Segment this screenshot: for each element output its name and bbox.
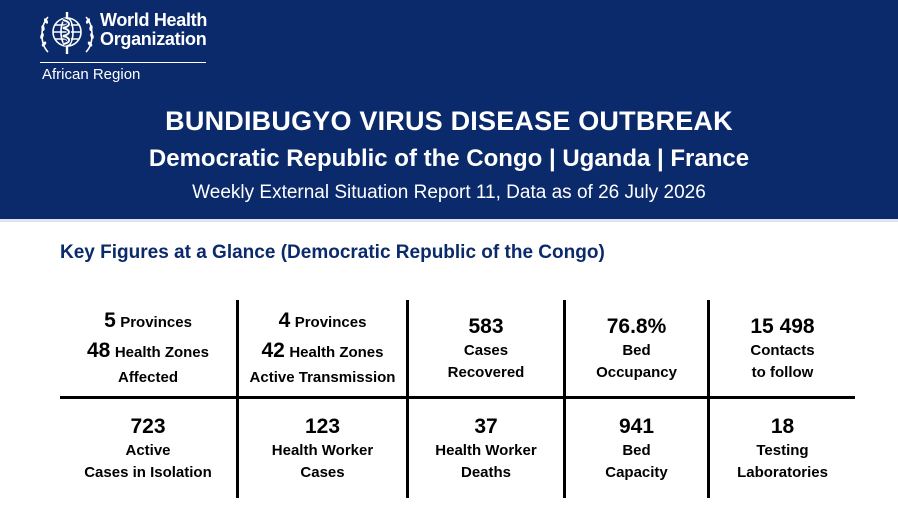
section-title: Key Figures at a Glance (Democratic Repu…: [60, 242, 605, 263]
grid-col-divider: [563, 300, 566, 498]
isolation-label-line1: Active: [125, 442, 171, 459]
labs-label-line1: Testing: [756, 442, 809, 459]
grid-col-divider: [707, 300, 710, 498]
region-name: African Region: [42, 66, 141, 83]
labs-value: 18: [770, 415, 795, 438]
bed-occupancy-value: 76.8%: [606, 314, 667, 338]
figure-bed-occupancy: 76.8% Bed Occupancy: [566, 300, 707, 396]
recovered-label-line1: Cases: [463, 341, 509, 359]
bed-capacity-label-line2: Capacity: [605, 464, 668, 481]
figure-isolation: 723 Active Cases in Isolation: [60, 399, 236, 498]
org-name-line2: Organization: [100, 29, 207, 49]
report-title: BUNDIBUGYO VIRUS DISEASE OUTBREAK: [165, 106, 733, 136]
hw-cases-label-line1: Health Worker: [271, 442, 374, 459]
labs-label-line2: Laboratories: [737, 464, 828, 481]
isolation-value: 723: [130, 415, 166, 438]
transmission-zones: 42 Health Zones: [262, 337, 384, 367]
bed-occupancy-label-line2: Occupancy: [596, 363, 677, 381]
affected-zones-label: Health Zones: [114, 344, 209, 361]
affected-provinces-value: 5: [104, 309, 116, 332]
figure-transmission: 4 Provinces 42 Health Zones Active Trans…: [239, 300, 406, 396]
figure-contacts: 15 498 Contacts to follow: [710, 300, 855, 396]
grid-col-divider: [236, 300, 239, 498]
recovered-value: 583: [468, 314, 504, 338]
grid-col-divider: [406, 300, 409, 498]
hw-cases-value: 123: [304, 415, 341, 438]
affected-provinces: 5 Provinces: [104, 307, 192, 337]
contacts-value: 15 498: [750, 314, 815, 338]
hw-cases-label-line2: Cases: [300, 464, 345, 481]
figure-labs: 18 Testing Laboratories: [710, 399, 855, 498]
key-figures-grid: 5 Provinces 48 Health Zones Affected 4 P…: [60, 300, 855, 498]
transmission-zones-label: Health Zones: [289, 344, 384, 361]
who-emblem-icon: [40, 12, 94, 54]
org-name-line1: World Health: [100, 10, 208, 30]
hw-deaths-label-line1: Health Worker: [435, 442, 537, 459]
bed-capacity-value: 941: [618, 415, 655, 438]
affected-caption: Affected: [117, 369, 178, 386]
report-subtitle: Weekly External Situation Report 11, Dat…: [192, 182, 706, 203]
affected-provinces-label: Provinces: [120, 314, 192, 331]
affected-zones-value: 48: [87, 339, 111, 362]
recovered-label-line2: Recovered: [447, 363, 525, 381]
figure-bed-capacity: 941 Bed Capacity: [566, 399, 707, 498]
hw-deaths-value: 37: [474, 415, 498, 438]
contacts-label-line2: to follow: [751, 363, 814, 381]
bed-occupancy-label-line1: Bed: [622, 341, 651, 359]
transmission-provinces-value: 4: [278, 309, 291, 332]
report-countries: Democratic Republic of the Congo | Ugand…: [148, 145, 750, 172]
figure-hw-cases: 123 Health Worker Cases: [239, 399, 406, 498]
transmission-zones-value: 42: [261, 339, 285, 362]
logo-divider: [40, 62, 206, 63]
bed-capacity-label-line1: Bed: [622, 442, 651, 459]
header-banner: World Health Organization African Region…: [0, 0, 898, 222]
affected-zones: 48 Health Zones: [87, 337, 209, 367]
transmission-caption: Active Transmission: [249, 369, 396, 386]
isolation-label-line2: Cases in Isolation: [84, 464, 212, 481]
banner-divider: [0, 219, 898, 222]
transmission-provinces: 4 Provinces: [279, 307, 367, 337]
figure-recovered: 583 Cases Recovered: [409, 300, 563, 396]
figure-affected: 5 Provinces 48 Health Zones Affected: [60, 300, 236, 396]
figure-hw-deaths: 37 Health Worker Deaths: [409, 399, 563, 498]
grid-row-divider: [60, 396, 855, 399]
organization-name: World Health Organization: [100, 11, 207, 49]
transmission-provinces-label: Provinces: [294, 314, 367, 331]
hw-deaths-label-line2: Deaths: [460, 464, 512, 481]
contacts-label-line1: Contacts: [750, 341, 815, 359]
